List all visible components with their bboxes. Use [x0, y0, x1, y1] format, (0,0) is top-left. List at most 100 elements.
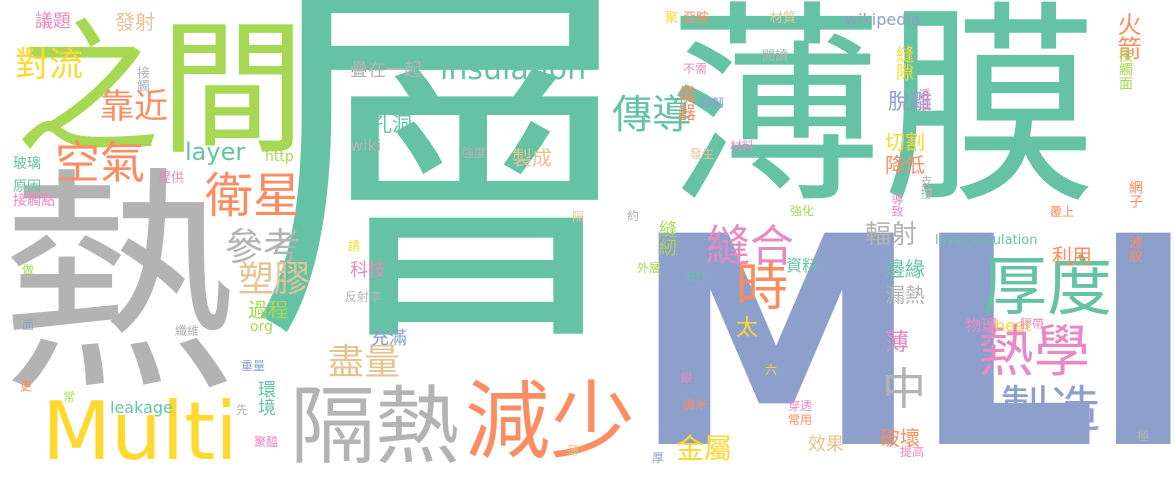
- word-jiechumian: 接觸面: [1117, 48, 1133, 90]
- word-bomo: 薄膜: [668, 0, 1098, 233]
- word-kongdong: 孔洞: [372, 112, 412, 136]
- word-wuli: 物理: [965, 316, 998, 335]
- word-xiaoguo: 效果: [808, 434, 844, 455]
- word-duiliu: 對流: [15, 45, 83, 85]
- word-gere: 隔熱: [290, 378, 461, 477]
- word-re: 熱: [0, 148, 238, 425]
- word-bo-small: 薄: [567, 444, 580, 458]
- word-kaojin: 靠近: [100, 87, 168, 127]
- word-fansheli: 反射率: [345, 290, 382, 304]
- word-juxi: 聚醯: [254, 435, 279, 449]
- word-shi: 時: [736, 258, 789, 318]
- word-huojian: 火箭: [1113, 12, 1141, 60]
- word-fengren: 縫紉: [656, 220, 677, 256]
- word-qing: 請: [348, 239, 361, 253]
- word-cailiao: 材料: [730, 139, 755, 153]
- word-weimi: 微米: [683, 398, 708, 412]
- word-xian: 先: [236, 403, 249, 417]
- word-chuantou: 穿透: [788, 399, 813, 413]
- word-geng: 更: [20, 379, 33, 393]
- word-louren: 漏熱: [885, 283, 925, 307]
- word-wikipedia: wikipedia: [845, 10, 921, 29]
- word-wiki: wiki: [350, 136, 382, 155]
- word-layer: layer: [185, 138, 246, 166]
- word-fashe: 發射: [115, 10, 155, 34]
- word-jianshao: 減少: [465, 373, 636, 472]
- word-houdu: 厚度: [982, 250, 1113, 325]
- word-zuo: 做: [22, 263, 35, 277]
- word-multi: Multi: [42, 385, 238, 478]
- word-zhizao: 製造: [1000, 381, 1100, 439]
- word-yuanyin: 原因: [13, 179, 41, 195]
- word-buxu: 不需: [683, 62, 708, 76]
- word-tigong: 提供: [158, 171, 185, 186]
- word-zhicheng: 製成: [512, 146, 552, 170]
- word-liu: 六: [765, 363, 778, 377]
- word-daozhi: 導致: [890, 193, 904, 217]
- word-kongqi: 空氣: [55, 136, 146, 189]
- word-liyong: 利用: [1052, 244, 1092, 268]
- word-yuedu: 閱讀: [762, 49, 789, 64]
- word-layer-insulation: layer_insulation: [935, 233, 1038, 248]
- word-boli: 玻璃: [13, 156, 41, 172]
- word-sujiao: 塑膠: [238, 259, 311, 300]
- word-fushe: 輻射: [865, 220, 918, 250]
- word-hou: 厚: [652, 451, 665, 465]
- word-bowen: 波紋: [1127, 235, 1143, 263]
- word-zhong: 中: [882, 364, 926, 415]
- word-touming: 透明: [917, 88, 931, 112]
- word-jiasu: 加速: [371, 304, 407, 325]
- word-http: http: [265, 149, 294, 165]
- word-bianyuan: 邊緣: [885, 257, 925, 281]
- word-yiqi: 儀器: [675, 85, 696, 121]
- word-ji: 極: [1137, 429, 1150, 443]
- word-mian: 面: [22, 318, 35, 332]
- word-weixing: 衛星: [205, 168, 302, 224]
- word-jiaodai: 膠帶: [1020, 317, 1045, 331]
- word-chang: 常: [63, 390, 76, 404]
- word-zhongliang: 重量: [241, 359, 266, 373]
- word-fenghe: 縫合: [706, 221, 794, 272]
- word-yue: 約: [627, 209, 640, 223]
- word-qiangren: 強韌: [700, 96, 725, 110]
- word-fushang: 覆上: [1050, 205, 1075, 219]
- word-en: en: [686, 266, 706, 285]
- word-zhicheng2: 支撐: [919, 175, 933, 199]
- word-jinliang: 盡量: [328, 342, 401, 383]
- word-pohuai: 破壞: [880, 426, 920, 450]
- word-jiangdi: 降低: [885, 153, 925, 177]
- word-heat: heat: [995, 316, 1032, 335]
- word-insulation: insulation: [440, 52, 587, 87]
- word-caizhi: 材質: [770, 11, 797, 26]
- word-ju: 聚: [665, 11, 679, 26]
- word-tai: 太: [736, 316, 759, 341]
- word-qianghua: 強化: [790, 204, 815, 218]
- word-changyong: 常用: [788, 413, 813, 427]
- word-mli: MLI: [632, 176, 1175, 482]
- word-rexue: 熱學: [978, 320, 1090, 385]
- word-org: org: [250, 319, 273, 335]
- word-leakage: leakage: [110, 398, 173, 417]
- word-jinshu: 金屬: [676, 432, 733, 465]
- word-yaan: 亞胺: [683, 11, 710, 26]
- word-yiti: 議題: [35, 11, 71, 32]
- word-cankao: 參考: [225, 225, 302, 269]
- word-jiechu: 接觸: [134, 66, 149, 92]
- word-fasheng: 發生: [690, 147, 715, 161]
- word-xianwei: 纖維: [175, 324, 200, 338]
- word-qiangdu: 強度: [462, 146, 487, 160]
- word-guocheng: 過程: [248, 298, 288, 322]
- word-tuoli: 脫離: [888, 90, 933, 115]
- word-tigao: 提高: [900, 445, 925, 459]
- word-qiege: 切割: [885, 130, 925, 154]
- word-wangzi: 網子: [1127, 180, 1143, 208]
- word-diezaiyiqi: 疊在一起: [350, 60, 422, 81]
- word-chuandao: 傳導: [612, 92, 692, 138]
- word-waiceng: 外層: [637, 261, 662, 275]
- word-receng: 熱層: [678, 423, 703, 437]
- word-huanjing: 環境: [255, 380, 276, 416]
- word-bo-v: 薄: [885, 328, 909, 356]
- word-zhijian: 之間: [15, 6, 305, 175]
- word-jiechudian: 接觸點: [13, 193, 55, 209]
